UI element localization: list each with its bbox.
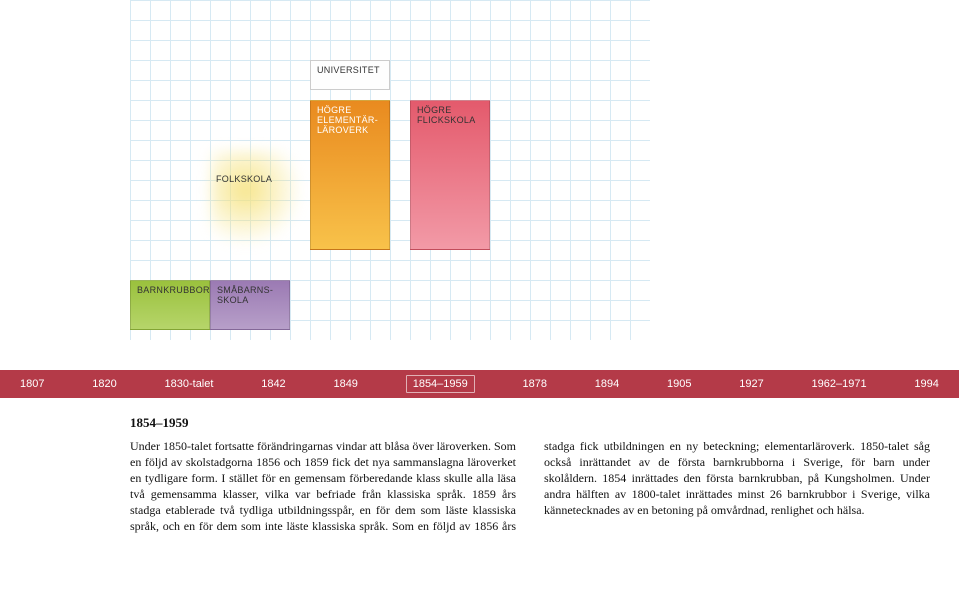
timeline-item[interactable]: 1878 [523, 378, 547, 390]
block-label: SMÅBARNS- SKOLA [217, 285, 273, 305]
timeline-item[interactable]: 1894 [595, 378, 619, 390]
block-label: HÖGRE ELEMENTÄR- LÄROVERK [317, 105, 378, 135]
article-heading: 1854–1959 [130, 414, 930, 432]
block-label: BARNKRUBBOR [137, 285, 210, 295]
block-hogre-elementarlaroverk: HÖGRE ELEMENTÄR- LÄROVERK [310, 100, 390, 250]
timeline-item[interactable]: 1830-talet [165, 378, 214, 390]
timeline-item[interactable]: 1905 [667, 378, 691, 390]
timeline-item-active[interactable]: 1854–1959 [406, 375, 475, 393]
timeline-item[interactable]: 1927 [739, 378, 763, 390]
block-folkskola: FOLKSKOLA [210, 170, 290, 190]
timeline-item[interactable]: 1820 [92, 378, 116, 390]
block-universitet: UNIVERSITET [310, 60, 390, 90]
timeline-item[interactable]: 1962–1971 [812, 378, 867, 390]
block-hogre-flickskola: HÖGRE FLICKSKOLA [410, 100, 490, 250]
block-label: HÖGRE FLICKSKOLA [417, 105, 476, 125]
timeline-item[interactable]: 1849 [333, 378, 357, 390]
timeline-bar: 1807 1820 1830-talet 1842 1849 1854–1959… [0, 370, 959, 398]
block-barnkrubbor: BARNKRUBBOR [130, 280, 210, 330]
folkskola-glow [210, 150, 300, 250]
article: 1854–1959 Under 1850-talet fortsatte för… [130, 414, 930, 535]
timeline-item[interactable]: 1842 [261, 378, 285, 390]
block-smabarnsskola: SMÅBARNS- SKOLA [210, 280, 290, 330]
timeline-item[interactable]: 1807 [20, 378, 44, 390]
block-label: UNIVERSITET [317, 65, 380, 75]
timeline-item[interactable]: 1994 [914, 378, 938, 390]
article-body: Under 1850-talet fortsatte förändringarn… [130, 438, 930, 535]
block-label: FOLKSKOLA [216, 174, 272, 184]
